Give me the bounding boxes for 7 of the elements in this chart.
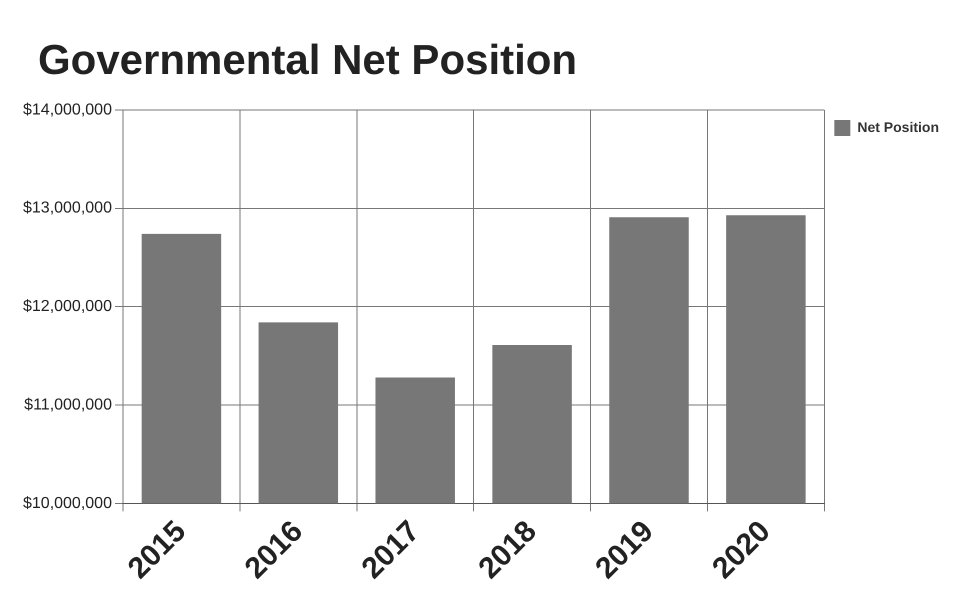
y-tick-label: $13,000,000 xyxy=(22,200,112,217)
y-tick-label: $14,000,000 xyxy=(22,101,112,118)
y-tick-label: $10,000,000 xyxy=(22,494,112,512)
y-tick-label: $12,000,000 xyxy=(22,298,112,316)
legend-label: Net Position xyxy=(857,118,940,135)
y-tick-label: $11,000,000 xyxy=(24,396,112,414)
chart-title: Governmental Net Position xyxy=(38,36,578,84)
